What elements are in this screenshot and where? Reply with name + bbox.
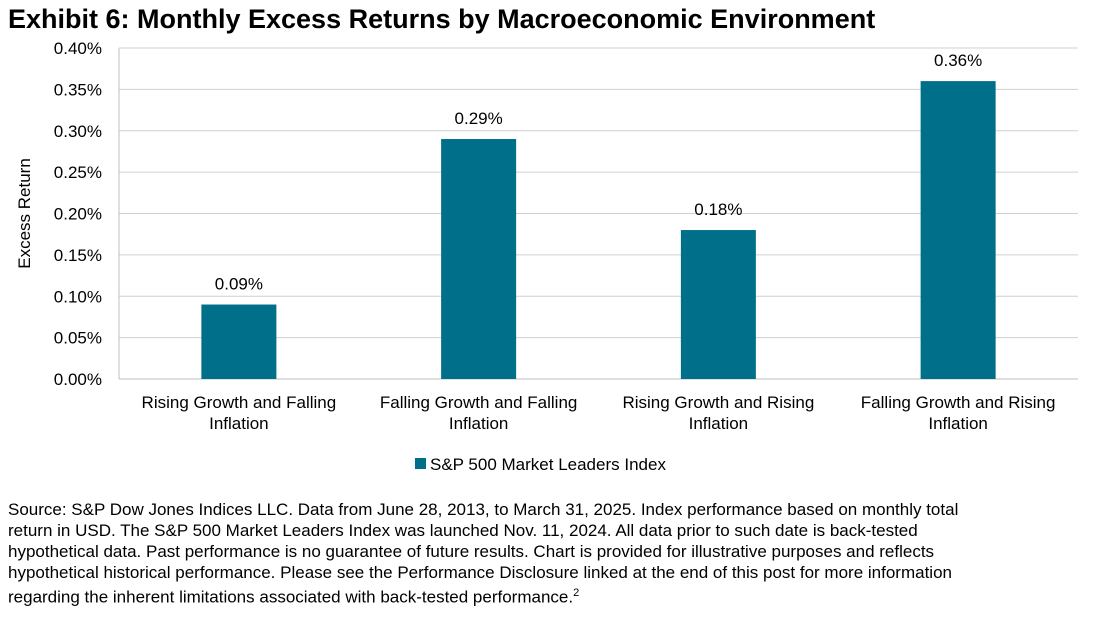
source-line: return in USD. The S&P 500 Market Leader…	[8, 521, 918, 540]
source-line: regarding the inherent limitations assoc…	[8, 583, 958, 608]
x-tick-label: Inflation	[209, 414, 269, 433]
y-tick-label: 0.10%	[54, 287, 102, 306]
footnote-marker: 2	[573, 587, 580, 599]
x-tick-label: Falling Growth and Falling	[380, 393, 577, 412]
bar	[680, 230, 756, 379]
source-line-text: regarding the inherent limitations assoc…	[8, 587, 574, 607]
data-label: 0.29%	[455, 109, 503, 128]
x-tick-label: Inflation	[689, 414, 749, 433]
bar	[201, 304, 277, 379]
bar	[920, 81, 996, 379]
bar	[441, 139, 517, 379]
x-tick-label: Falling Growth and Rising	[861, 393, 1056, 412]
source-line: Source: S&P Dow Jones Indices LLC. Data …	[8, 500, 959, 519]
y-tick-label: 0.30%	[54, 122, 102, 141]
y-tick-label: 0.00%	[54, 370, 102, 389]
source-line: hypothetical historical performance. Ple…	[8, 563, 952, 582]
y-tick-label: 0.05%	[54, 329, 102, 348]
y-tick-label: 0.20%	[54, 205, 102, 224]
source-note: Source: S&P Dow Jones Indices LLC. Data …	[8, 499, 958, 608]
x-tick-label: Rising Growth and Rising	[622, 393, 814, 412]
x-tick-label: Rising Growth and Falling	[142, 393, 337, 412]
source-line: hypothetical data. Past performance is n…	[8, 542, 935, 561]
y-tick-label: 0.25%	[54, 163, 102, 182]
data-label: 0.18%	[694, 200, 742, 219]
y-tick-label: 0.15%	[54, 246, 102, 265]
legend-swatch	[415, 458, 426, 469]
y-axis-title: Excess Return	[15, 158, 34, 269]
x-tick-label: Inflation	[449, 414, 509, 433]
y-tick-label: 0.35%	[54, 80, 102, 99]
data-label: 0.36%	[934, 51, 982, 70]
chart-title: Exhibit 6: Monthly Excess Returns by Mac…	[8, 4, 876, 34]
y-tick-label: 0.40%	[54, 39, 102, 58]
data-label: 0.09%	[215, 275, 263, 294]
x-tick-label: Inflation	[928, 414, 988, 433]
bar-chart: 0.00% 0.05% 0.10% 0.15% 0.20% 0.25% 0.30% 0.35%…	[15, 39, 1078, 474]
legend-label: S&P 500 Market Leaders Index	[430, 455, 666, 474]
